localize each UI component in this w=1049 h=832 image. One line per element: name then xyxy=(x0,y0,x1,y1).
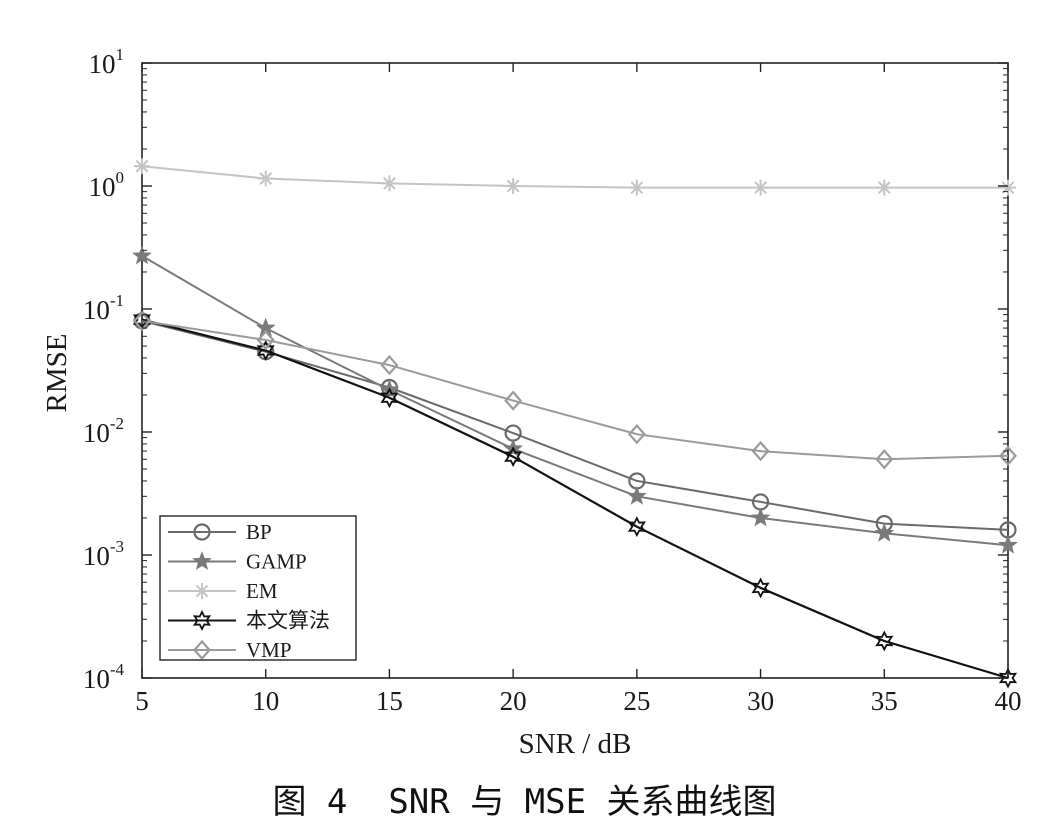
series-line xyxy=(141,319,1009,461)
marker-asterisk xyxy=(752,179,769,196)
y-tick-label: 10-2 xyxy=(83,414,124,448)
y-axis-label: RMSE xyxy=(41,334,73,413)
marker-asterisk xyxy=(194,583,210,599)
legend-entry: EM xyxy=(168,579,278,603)
legend-entry: 本文算法 xyxy=(168,609,330,633)
series-line xyxy=(141,165,1008,189)
y-tick-label: 101 xyxy=(89,45,125,79)
plot-area xyxy=(141,62,1009,679)
legend-label: EM xyxy=(246,579,278,603)
legend-entry: BP xyxy=(168,520,272,544)
legend-label: 本文算法 xyxy=(246,609,330,633)
marker-asterisk xyxy=(381,175,398,192)
marker-diamond xyxy=(193,639,211,661)
asterisk-stroke xyxy=(754,181,767,194)
y-tick-label: 10-3 xyxy=(83,537,124,571)
marker-asterisk xyxy=(134,158,150,175)
legend-box xyxy=(159,515,357,661)
marker-hexagram xyxy=(998,667,1018,689)
marker-hexagram xyxy=(875,630,894,652)
x-tick-label: 30 xyxy=(747,686,774,716)
x-tick-label: 15 xyxy=(376,686,403,716)
marker-asterisk xyxy=(505,178,522,194)
marker-diamond xyxy=(256,329,275,351)
rmse-vs-snr-chart: 5 10 15 20 25 30 35 40 101 100 10-1 10-2 10-3 10-4 BP… xyxy=(41,45,1022,760)
marker-diamond xyxy=(999,445,1017,467)
marker-star xyxy=(626,485,647,505)
marker-star xyxy=(132,245,152,265)
x-tick-label: 5 xyxy=(135,686,149,716)
x-tick-label: 35 xyxy=(871,686,898,716)
asterisk-stroke xyxy=(630,181,644,194)
asterisk-stroke xyxy=(877,181,891,194)
marker-diamond xyxy=(133,310,151,332)
x-tick-label: 20 xyxy=(500,686,527,716)
x-tick-label: 10 xyxy=(252,686,279,716)
marker-asterisk xyxy=(257,170,274,187)
marker-diamond xyxy=(751,440,770,462)
marker-hexagram xyxy=(256,339,275,361)
asterisk-stroke xyxy=(135,159,149,173)
marker-star xyxy=(874,522,895,542)
marker-star xyxy=(998,534,1018,554)
marker-hexagram xyxy=(380,387,399,409)
series-asterisk xyxy=(134,158,1016,196)
legend-label: GAMP xyxy=(246,550,307,574)
series-diamond xyxy=(133,310,1017,470)
series-line xyxy=(141,255,1009,547)
y-tick-label: 10-4 xyxy=(83,660,125,694)
marker-asterisk xyxy=(876,179,893,196)
series-layer xyxy=(132,158,1018,689)
y-tick-label: 10-1 xyxy=(83,291,124,325)
asterisk-stroke xyxy=(506,179,520,193)
legend-entry: VMP xyxy=(168,638,292,662)
asterisk-stroke xyxy=(259,172,273,185)
series-hexagram xyxy=(132,309,1018,689)
marker-diamond xyxy=(875,449,894,470)
marker-diamond xyxy=(380,354,399,376)
x-axis-label: SNR / dB xyxy=(519,728,632,760)
ticks-layer: 5 10 15 20 25 30 35 40 101 100 10-1 10-2 10-3 10-4 xyxy=(83,45,1022,716)
series-star5 xyxy=(132,245,1018,554)
asterisk-stroke xyxy=(383,177,396,190)
marker-hexagram xyxy=(504,446,523,468)
x-tick-label: 40 xyxy=(995,686,1022,716)
legend: BP GAMP EM 本文算法 VMP xyxy=(159,515,357,662)
legend-label: VMP xyxy=(246,638,292,662)
marker-circle xyxy=(193,523,211,541)
marker-hexagram xyxy=(192,610,212,631)
legend-label: BP xyxy=(246,520,272,544)
axes-frame xyxy=(141,62,1009,679)
marker-hexagram xyxy=(751,577,770,599)
asterisk-stroke xyxy=(195,584,209,598)
legend-entry: GAMP xyxy=(168,550,307,574)
y-tick-label: 100 xyxy=(89,168,125,202)
marker-star xyxy=(192,551,212,570)
marker-asterisk xyxy=(1000,179,1016,196)
series-line xyxy=(141,318,1009,680)
figure-caption: 图 4 SNR 与 MSE 关系曲线图 xyxy=(272,782,777,822)
marker-diamond xyxy=(627,424,646,445)
marker-hexagram xyxy=(627,516,646,538)
marker-star xyxy=(750,507,771,527)
marker-diamond xyxy=(504,390,523,411)
marker-asterisk xyxy=(628,179,645,196)
x-tick-label: 25 xyxy=(623,686,650,716)
